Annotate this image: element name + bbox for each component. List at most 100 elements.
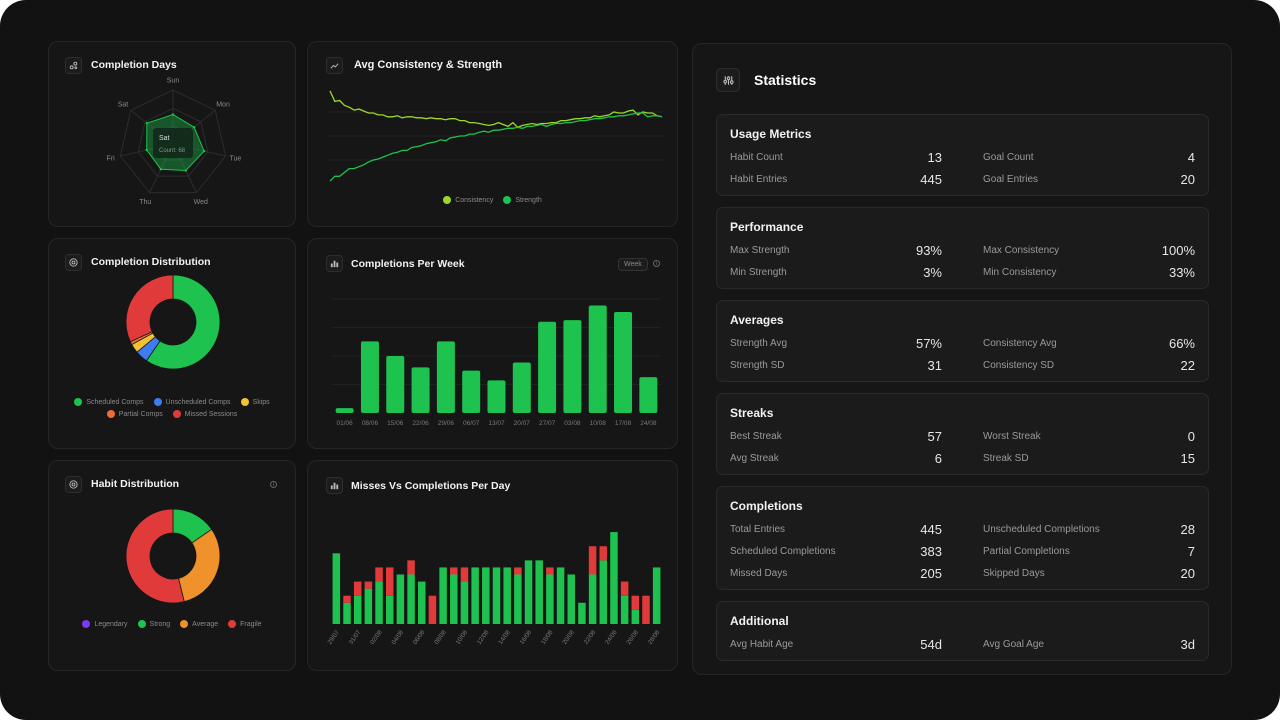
- stat-row-max-strength: Max Strength 93%: [730, 243, 942, 258]
- day-bar-completions[interactable]: [385, 595, 394, 624]
- day-bar-misses[interactable]: [428, 595, 437, 624]
- radar-point[interactable]: [192, 125, 196, 129]
- completion-donut-chart[interactable]: [49, 239, 297, 389]
- day-bar-completions[interactable]: [482, 567, 490, 624]
- day-bar-misses[interactable]: [642, 595, 650, 624]
- bar-chart-icon: [326, 477, 343, 494]
- day-bar-completions[interactable]: [514, 574, 522, 625]
- day-bar-completions[interactable]: [631, 609, 640, 624]
- radar-point[interactable]: [159, 168, 163, 171]
- day-bar-completions[interactable]: [535, 560, 543, 624]
- day-bar-completions[interactable]: [492, 567, 501, 624]
- info-icon[interactable]: i: [653, 260, 660, 267]
- line-chart[interactable]: [308, 42, 679, 228]
- day-bar-completions[interactable]: [567, 574, 575, 625]
- day-bar-misses[interactable]: [631, 595, 640, 610]
- line-series-consistency[interactable]: [329, 90, 663, 129]
- day-bar-misses[interactable]: [375, 567, 383, 582]
- scatter-icon: [65, 57, 82, 74]
- week-bar[interactable]: [588, 305, 607, 413]
- donut-slice-average[interactable]: [178, 528, 221, 603]
- day-bar-completions[interactable]: [620, 595, 629, 624]
- weekly-bar-chart[interactable]: 01/06 08/06 15/06 22/06 29/06 06/07 13/07 20/07…: [308, 239, 679, 450]
- day-bar-completions[interactable]: [450, 574, 458, 625]
- line-series-strength[interactable]: [329, 112, 663, 182]
- day-bar-completions[interactable]: [418, 581, 426, 624]
- week-bar[interactable]: [639, 377, 658, 413]
- legend-fragile[interactable]: Fragile: [228, 620, 262, 628]
- day-bar-misses[interactable]: [514, 567, 522, 575]
- day-bar-completions[interactable]: [375, 581, 383, 624]
- radar-point[interactable]: [202, 149, 206, 153]
- legend-missed[interactable]: Missed Sessions: [172, 410, 237, 418]
- bar-chart-icon: [326, 255, 343, 272]
- week-bar[interactable]: [538, 321, 557, 413]
- day-bar-completions[interactable]: [578, 602, 586, 624]
- day-bar-completions[interactable]: [396, 574, 405, 625]
- habit-donut-chart[interactable]: [49, 461, 297, 611]
- day-bar-misses[interactable]: [407, 560, 415, 575]
- section-title: Usage Metrics: [730, 127, 812, 141]
- day-bar-completions[interactable]: [599, 560, 608, 624]
- day-bar-completions[interactable]: [353, 595, 362, 624]
- day-bar-completions[interactable]: [503, 567, 511, 624]
- week-bar[interactable]: [487, 380, 506, 413]
- day-bar-completions[interactable]: [556, 567, 565, 624]
- day-bar-completions[interactable]: [439, 567, 447, 624]
- week-tick-label: 01/06: [337, 420, 354, 427]
- radar-point[interactable]: [145, 148, 148, 152]
- radar-point[interactable]: [171, 113, 175, 116]
- legend-legendary[interactable]: Legendary: [82, 620, 128, 628]
- week-bar[interactable]: [563, 320, 582, 413]
- period-selector[interactable]: Week: [618, 258, 648, 271]
- legend-scheduled[interactable]: Scheduled Comps: [74, 398, 144, 406]
- day-bar-completions[interactable]: [610, 532, 618, 624]
- radar-point[interactable]: [145, 121, 149, 125]
- radar-chart[interactable]: Sun Mon Tue Wed Thu Fri Sat Sat Count: 68: [49, 42, 297, 228]
- day-bar-completions[interactable]: [407, 574, 415, 625]
- legend-strength[interactable]: Strength: [503, 196, 542, 204]
- day-bar-completions[interactable]: [546, 574, 554, 625]
- info-icon[interactable]: i: [270, 481, 277, 488]
- week-bar[interactable]: [614, 312, 633, 413]
- day-bar-misses[interactable]: [343, 595, 351, 603]
- day-bar-misses[interactable]: [450, 567, 458, 575]
- legend-strong[interactable]: Strong: [137, 620, 170, 628]
- day-bar-misses[interactable]: [620, 581, 629, 596]
- week-bar[interactable]: [462, 370, 481, 413]
- day-bar-misses[interactable]: [364, 581, 373, 589]
- day-bar-completions[interactable]: [588, 574, 597, 625]
- day-bar-completions[interactable]: [471, 567, 479, 624]
- stat-value: 28: [1180, 521, 1195, 537]
- week-bar[interactable]: [360, 341, 379, 413]
- day-bar-misses[interactable]: [588, 546, 597, 575]
- radar-point[interactable]: [184, 169, 187, 172]
- donut-slice-fragile[interactable]: [125, 508, 185, 604]
- day-bar-misses[interactable]: [385, 567, 394, 596]
- target-icon: [65, 476, 82, 493]
- day-bar-completions[interactable]: [364, 588, 373, 624]
- legend-partial[interactable]: Partial Comps: [106, 410, 163, 418]
- legend-unscheduled[interactable]: Unscheduled Comps: [153, 398, 231, 406]
- day-bar-misses[interactable]: [460, 567, 469, 582]
- day-bar-completions[interactable]: [332, 553, 341, 624]
- donut-slice-missed-sessions[interactable]: [125, 274, 174, 343]
- day-bar-misses[interactable]: [546, 567, 554, 575]
- week-bar[interactable]: [386, 356, 405, 413]
- day-bar-completions[interactable]: [343, 602, 351, 624]
- week-bar[interactable]: [335, 408, 354, 413]
- day-bar-misses[interactable]: [599, 546, 608, 561]
- donut-slice-scheduled-comps[interactable]: [145, 274, 221, 370]
- day-bar-completions[interactable]: [524, 560, 533, 624]
- legend-consistency[interactable]: Consistency: [443, 196, 493, 204]
- section-title: Performance: [730, 220, 804, 234]
- week-bar[interactable]: [411, 367, 430, 413]
- day-bar-misses[interactable]: [353, 581, 362, 596]
- week-bar[interactable]: [512, 362, 531, 413]
- legend-average[interactable]: Average: [180, 620, 218, 628]
- week-bar[interactable]: [436, 341, 455, 413]
- daily-stacked-bar-chart[interactable]: 29/07 31/07 02/08 04/08 06/08 08/08 10/08 12/08…: [308, 461, 679, 672]
- day-bar-completions[interactable]: [652, 567, 661, 624]
- legend-skips[interactable]: Skips: [240, 398, 270, 406]
- day-bar-completions[interactable]: [460, 581, 469, 624]
